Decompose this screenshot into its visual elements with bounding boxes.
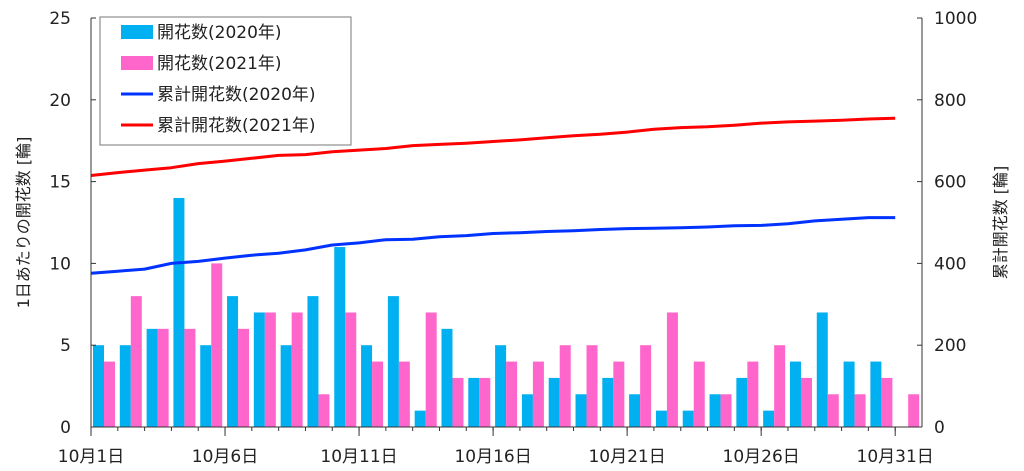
bar-2021-8: [291, 312, 303, 427]
bar-2021-13: [425, 312, 437, 427]
right-tick-label: 200: [934, 336, 966, 356]
legend-label-3: 累計開花数(2020年): [157, 85, 316, 105]
bar-2020-6: [227, 296, 239, 427]
bar-2021-25: [747, 361, 759, 427]
left-tick-label: 20: [49, 91, 71, 111]
bar-2020-9: [307, 296, 319, 427]
x-tick-label: 10月21日: [588, 447, 665, 467]
bar-2021-2: [130, 296, 142, 427]
bar-2020-29: [843, 361, 855, 427]
bar-2021-16: [506, 361, 518, 427]
line-layer: [90, 116, 896, 275]
left-tick-label: 5: [60, 336, 71, 356]
bar-2021-19: [586, 345, 598, 427]
legend-label-4: 累計開花数(2021年): [157, 116, 316, 136]
bar-2020-12: [387, 296, 399, 427]
bar-2021-9: [318, 394, 330, 427]
bar-2020-17: [521, 394, 533, 427]
right-tick-label: 600: [934, 173, 966, 193]
bar-2021-1: [104, 361, 115, 427]
left-tick-label: 25: [49, 9, 71, 29]
bar-2021-11: [372, 361, 384, 427]
bar-2020-24: [709, 394, 721, 427]
bar-2021-18: [559, 345, 571, 427]
bar-2021-6: [238, 328, 250, 427]
bar-2021-27: [800, 377, 812, 427]
bar-2021-4: [184, 328, 196, 427]
legend-swatch-2: [121, 56, 153, 70]
bar-2020-25: [736, 377, 748, 427]
bar-2020-15: [468, 377, 480, 427]
bar-2021-14: [452, 377, 464, 427]
x-tick-label: 10月26日: [723, 447, 800, 467]
bar-2020-8: [280, 345, 292, 427]
legend-label-2: 開花数(2021年): [157, 54, 282, 74]
right-tick-label: 0: [934, 418, 945, 438]
bar-2020-21: [629, 394, 641, 427]
bar-2021-20: [613, 361, 625, 427]
bar-2020-19: [575, 394, 587, 427]
x-tick-label: 10月16日: [454, 447, 531, 467]
bar-2021-23: [693, 361, 705, 427]
bar-2021-10: [345, 312, 357, 427]
bar-2021-5: [211, 263, 223, 427]
y-left-axis-title: 1日あたりの開花数 [輪]: [14, 137, 33, 309]
bar-2020-3: [146, 328, 158, 427]
bar-2020-5: [200, 345, 212, 427]
legend-swatch-1: [121, 25, 153, 39]
right-tick-label: 800: [934, 91, 966, 111]
cumulative-line-2021: [90, 116, 896, 177]
bar-2020-10: [334, 247, 346, 427]
bar-2020-16: [495, 345, 507, 427]
axes: 0 5 10 15 20 25 0 200 400 600 800 1000 10月1日 10月6日 10月…: [14, 9, 1010, 467]
bar-2021-28: [827, 394, 839, 427]
bar-2020-22: [655, 410, 667, 427]
bar-2020-1: [93, 345, 104, 427]
bar-2021-31: [908, 394, 920, 427]
bar-2021-26: [774, 345, 786, 427]
bar-2021-7: [264, 312, 276, 427]
right-tick-label: 400: [934, 254, 966, 274]
right-tick-label: 1000: [934, 9, 977, 29]
x-tick-label: 10月1日: [58, 447, 124, 467]
legend: 開花数(2020年) 開花数(2021年) 累計開花数(2020年) 累計開花数(20…: [99, 16, 352, 146]
x-tick-label: 10月11日: [320, 447, 397, 467]
bar-2021-29: [854, 394, 866, 427]
bar-2021-24: [720, 394, 732, 427]
bar-2021-22: [666, 312, 678, 427]
bar-2021-30: [881, 377, 893, 427]
bar-layer: [93, 197, 920, 427]
bar-2020-4: [173, 197, 185, 427]
bar-2020-20: [602, 377, 614, 427]
cumulative-line-2020: [90, 216, 896, 275]
bar-2021-12: [398, 361, 410, 427]
bar-2020-30: [870, 361, 882, 427]
bar-2021-15: [479, 377, 491, 427]
x-tick-label: 10月6日: [192, 447, 258, 467]
bar-2020-14: [441, 328, 453, 427]
bar-2020-11: [361, 345, 373, 427]
y-right-axis-title: 累計開花数 [輪]: [991, 166, 1010, 280]
bar-2020-23: [682, 410, 694, 427]
bar-2020-26: [763, 410, 775, 427]
left-tick-label: 0: [60, 418, 71, 438]
bar-2020-28: [816, 312, 828, 427]
bar-2020-2: [119, 345, 131, 427]
bar-2020-18: [548, 377, 560, 427]
legend-label-1: 開花数(2020年): [157, 23, 282, 43]
bar-2020-13: [414, 410, 426, 427]
bar-2021-21: [640, 345, 652, 427]
bar-2021-3: [157, 328, 169, 427]
bar-2020-27: [789, 361, 801, 427]
x-tick-label: 10月31日: [857, 447, 934, 467]
bar-2020-7: [253, 312, 265, 427]
left-tick-label: 10: [49, 254, 71, 274]
left-tick-label: 15: [49, 173, 71, 193]
bar-2021-17: [532, 361, 544, 427]
